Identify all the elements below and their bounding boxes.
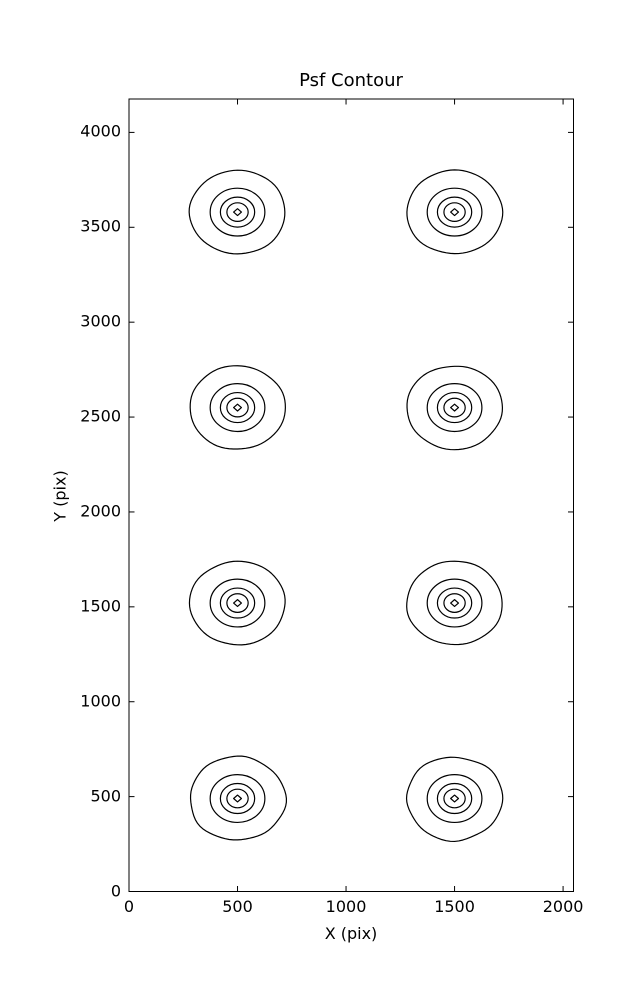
contour-level-outer — [188, 560, 286, 646]
contour-level-core-diamond — [450, 208, 460, 217]
contour-level — [436, 782, 473, 815]
contour-level — [426, 773, 483, 824]
y-tick-label: 2000 — [80, 501, 121, 521]
psf-contour-spot — [405, 756, 504, 843]
x-tick-label: 2000 — [542, 897, 584, 916]
contour-level-outer — [406, 169, 504, 255]
contour-level-outer — [188, 169, 286, 255]
contour-level — [443, 788, 466, 809]
contour-level-core-diamond — [233, 599, 243, 608]
psf-contour-spot — [406, 169, 504, 255]
contour-level — [209, 773, 266, 824]
contour-level — [226, 593, 249, 613]
contour-level-core-diamond — [233, 208, 243, 217]
x-tick-label: 0 — [123, 897, 135, 916]
contour-level — [219, 196, 256, 228]
chart-title: Psf Contour — [299, 70, 403, 91]
contour-level — [436, 587, 473, 619]
contour-level-core-diamond — [450, 403, 460, 412]
contour-level — [436, 391, 473, 424]
x-tick-label: 1000 — [325, 897, 367, 916]
y-tick-label: 1000 — [80, 691, 121, 711]
y-tick-label: 3500 — [80, 216, 121, 236]
contour-level-outer — [405, 756, 504, 843]
contour-level — [443, 202, 466, 223]
contour-level-outer — [189, 365, 286, 450]
contour-level-outer — [406, 560, 503, 646]
y-tick-label: 4000 — [80, 121, 121, 141]
psf-contour-spot — [406, 560, 503, 646]
contour-level — [209, 578, 266, 628]
contour-level-outer — [189, 755, 288, 841]
contour-level — [209, 383, 266, 433]
contour-level — [219, 587, 256, 619]
contour-level — [219, 391, 256, 424]
contour-level — [426, 383, 483, 433]
contour-level — [226, 397, 249, 418]
y-tick-label: 1500 — [80, 596, 121, 616]
psf-contour-spot — [189, 755, 288, 841]
y-tick-label: 3000 — [80, 311, 121, 331]
contour-level-core-diamond — [450, 794, 460, 803]
contour-level — [426, 187, 483, 237]
y-tick-label: 0 — [110, 881, 121, 901]
contour-level-core-diamond — [450, 599, 460, 608]
psf-contour-spot — [406, 365, 504, 451]
contour-level-core-diamond — [233, 403, 243, 412]
x-axis-label: X (pix) — [324, 924, 378, 943]
contour-level — [443, 397, 466, 418]
contour-level — [226, 202, 249, 223]
psf-contour-spot — [188, 169, 286, 255]
contour-level — [219, 782, 256, 815]
contour-level — [426, 578, 483, 628]
y-tick-label: 2500 — [80, 406, 121, 426]
x-tick-label: 1500 — [434, 897, 475, 916]
contour-level-core-diamond — [233, 794, 243, 803]
psf-contour-spot — [189, 365, 286, 450]
contour-level-outer — [406, 365, 504, 451]
x-tick-label: 500 — [222, 897, 253, 916]
contour-level — [226, 788, 249, 809]
contour-level — [436, 196, 473, 228]
psf-contour-spot — [188, 560, 286, 646]
y-tick-label: 500 — [90, 786, 121, 806]
contour-level — [443, 593, 466, 613]
contour-level — [209, 187, 266, 237]
axes-frame — [128, 98, 574, 892]
tick-marks — [128, 99, 574, 892]
